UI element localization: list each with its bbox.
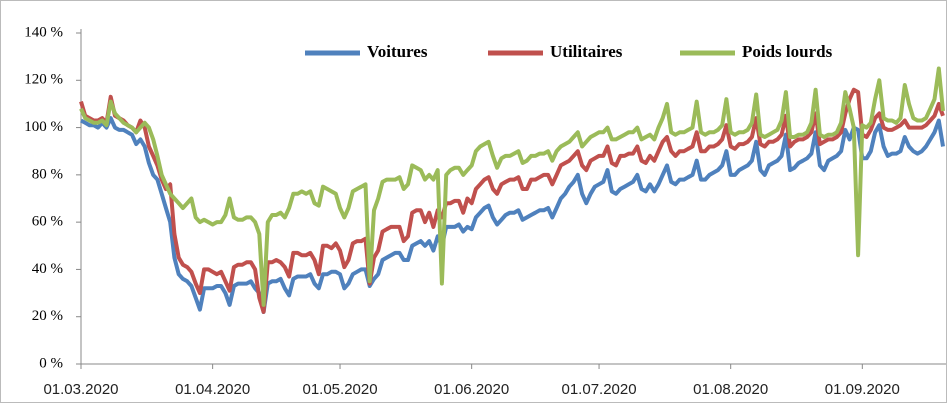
y-tick-label: 120 %: [24, 72, 63, 88]
x-tick-label: 01.08.2020: [693, 381, 768, 398]
y-tick-label: 20 %: [32, 308, 63, 324]
series-line: [79, 87, 945, 314]
y-tick-label: 100 %: [24, 119, 63, 135]
y-tick-label: 80 %: [32, 166, 63, 182]
series-line: [79, 66, 945, 307]
y-tick-label: 0 %: [39, 355, 63, 371]
y-tick-label: 60 %: [32, 214, 63, 230]
legend-label: Utilitaires: [550, 42, 623, 61]
x-tick-label: 01.09.2020: [825, 381, 900, 398]
y-tick-label: 140 %: [24, 24, 63, 40]
y-tick-label: 40 %: [32, 261, 63, 277]
x-tick-label: 01.03.2020: [43, 381, 118, 398]
x-tick-label: 01.04.2020: [175, 381, 250, 398]
x-tick-label: 01.05.2020: [302, 381, 377, 398]
legend-label: Poids lourds: [742, 42, 833, 61]
series-line: [80, 116, 945, 314]
x-tick-label: 01.07.2020: [562, 381, 637, 398]
legend-label: Voitures: [367, 42, 428, 61]
x-tick-label: 01.06.2020: [434, 381, 509, 398]
